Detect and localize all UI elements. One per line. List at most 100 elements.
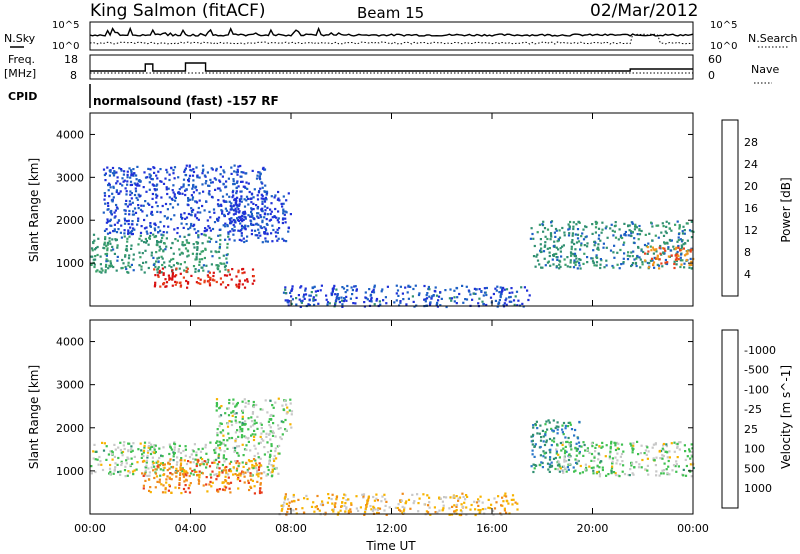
range-gate-cell <box>395 292 398 295</box>
range-gate-cell <box>241 443 244 446</box>
range-gate-cell <box>482 302 485 306</box>
range-gate-cell <box>170 266 173 269</box>
range-gate-cell <box>189 472 193 475</box>
range-gate-cell <box>223 485 226 488</box>
velocity-heatmap <box>90 397 695 517</box>
range-gate-cell <box>317 302 320 305</box>
range-gate-cell <box>126 474 129 477</box>
range-gate-cell <box>256 212 259 215</box>
range-gate-cell <box>173 177 176 180</box>
range-gate-cell <box>183 170 186 173</box>
range-gate-cell <box>653 459 656 462</box>
range-gate-cell <box>211 461 214 464</box>
range-gate-cell <box>651 259 654 262</box>
range-gate-cell <box>566 466 569 469</box>
range-gate-cell <box>241 423 244 426</box>
range-gate-cell <box>190 222 193 226</box>
range-gate-cell <box>478 511 481 514</box>
range-gate-cell <box>424 298 427 301</box>
range-gate-cell <box>219 449 222 452</box>
range-gate-cell <box>611 460 614 463</box>
range-gate-cell <box>126 220 129 223</box>
range-gate-cell <box>139 208 143 211</box>
range-gate-cell <box>147 467 150 470</box>
range-gate-cell <box>271 224 274 227</box>
range-gate-cell <box>225 193 228 196</box>
range-gate-cell <box>259 441 262 444</box>
range-gate-cell <box>269 208 272 211</box>
range-gate-cell <box>583 443 586 447</box>
range-gate-cell <box>217 466 220 469</box>
range-gate-cell <box>533 244 536 248</box>
range-gate-cell <box>572 266 576 269</box>
range-gate-cell <box>580 445 583 448</box>
range-gate-cell <box>614 442 617 445</box>
range-gate-cell <box>250 212 253 216</box>
range-gate-cell <box>290 295 293 298</box>
range-gate-cell <box>229 220 232 224</box>
range-gate-cell <box>500 504 503 507</box>
range-gate-cell <box>435 303 439 306</box>
range-gate-cell <box>256 194 259 197</box>
range-gate-cell <box>200 250 203 253</box>
range-gate-cell <box>593 459 596 463</box>
range-gate-cell <box>164 488 167 491</box>
range-gate-cell <box>173 228 176 231</box>
range-gate-cell <box>409 507 412 510</box>
range-gate-cell <box>562 244 565 247</box>
range-gate-cell <box>532 463 535 466</box>
range-gate-cell <box>143 441 147 444</box>
range-gate-cell <box>265 190 269 193</box>
range-gate-cell <box>510 287 513 290</box>
range-gate-cell <box>264 209 267 212</box>
range-gate-cell <box>262 166 265 169</box>
range-gate-cell <box>209 473 212 476</box>
range-gate-cell <box>691 455 694 458</box>
range-gate-cell <box>437 295 441 298</box>
range-gate-cell <box>562 421 566 425</box>
range-gate-cell <box>173 166 177 169</box>
range-gate-cell <box>661 265 664 268</box>
range-gate-cell <box>130 448 133 451</box>
range-gate-cell <box>514 501 517 504</box>
range-gate-cell <box>472 292 475 295</box>
range-gate-cell <box>667 246 670 249</box>
range-gate-cell <box>278 452 281 455</box>
range-gate-cell <box>403 506 406 509</box>
range-gate-cell <box>666 241 669 244</box>
range-gate-cell <box>201 462 204 465</box>
range-gate-cell <box>106 218 109 221</box>
range-gate-cell <box>132 174 135 177</box>
range-gate-cell <box>244 471 247 474</box>
range-gate-cell <box>218 467 221 470</box>
range-gate-cell <box>163 282 166 285</box>
range-gate-cell <box>142 186 145 189</box>
range-gate-cell <box>576 462 579 465</box>
range-gate-cell <box>154 189 157 192</box>
range-gate-cell <box>609 227 612 230</box>
range-gate-cell <box>143 446 146 449</box>
range-gate-cell <box>179 467 182 470</box>
range-gate-cell <box>263 446 266 449</box>
range-gate-cell <box>175 467 178 470</box>
range-gate-cell <box>205 463 208 466</box>
range-gate-cell <box>487 506 490 509</box>
range-gate-cell <box>250 208 253 211</box>
range-gate-cell <box>659 252 662 255</box>
range-gate-cell <box>198 260 201 264</box>
range-gate-cell <box>355 289 358 292</box>
range-gate-cell <box>533 445 536 448</box>
range-gate-cell <box>203 230 206 233</box>
range-gate-cell <box>493 497 496 500</box>
range-gate-cell <box>274 207 277 211</box>
range-gate-cell <box>224 225 227 228</box>
range-gate-cell <box>126 456 129 459</box>
range-gate-cell <box>566 440 569 443</box>
range-gate-cell <box>162 242 166 245</box>
range-gate-cell <box>131 462 134 465</box>
range-gate-cell <box>662 247 665 250</box>
range-gate-cell <box>249 215 252 218</box>
range-gate-cell <box>122 173 125 176</box>
range-gate-cell <box>613 256 616 259</box>
range-gate-cell <box>191 210 194 214</box>
